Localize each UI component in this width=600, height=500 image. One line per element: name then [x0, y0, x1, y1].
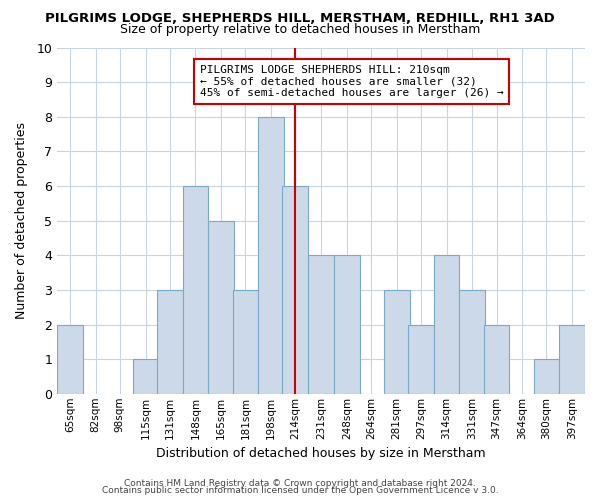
Text: Size of property relative to detached houses in Merstham: Size of property relative to detached ho… — [120, 22, 480, 36]
Bar — [384, 290, 410, 394]
Bar — [258, 117, 284, 394]
Bar — [157, 290, 182, 394]
Bar — [484, 324, 509, 394]
Bar — [133, 359, 158, 394]
Bar — [408, 324, 434, 394]
Text: Contains public sector information licensed under the Open Government Licence v : Contains public sector information licen… — [101, 486, 499, 495]
Text: PILGRIMS LODGE, SHEPHERDS HILL, MERSTHAM, REDHILL, RH1 3AD: PILGRIMS LODGE, SHEPHERDS HILL, MERSTHAM… — [45, 12, 555, 26]
Bar — [182, 186, 208, 394]
Bar — [434, 256, 460, 394]
Text: Contains HM Land Registry data © Crown copyright and database right 2024.: Contains HM Land Registry data © Crown c… — [124, 478, 476, 488]
Bar — [283, 186, 308, 394]
Bar — [208, 220, 234, 394]
Bar — [460, 290, 485, 394]
Bar — [334, 256, 359, 394]
Bar — [308, 256, 334, 394]
Bar — [559, 324, 585, 394]
Bar — [57, 324, 83, 394]
Text: PILGRIMS LODGE SHEPHERDS HILL: 210sqm
← 55% of detached houses are smaller (32)
: PILGRIMS LODGE SHEPHERDS HILL: 210sqm ← … — [200, 65, 503, 98]
X-axis label: Distribution of detached houses by size in Merstham: Distribution of detached houses by size … — [156, 447, 486, 460]
Bar — [533, 359, 559, 394]
Bar — [233, 290, 258, 394]
Y-axis label: Number of detached properties: Number of detached properties — [15, 122, 28, 319]
